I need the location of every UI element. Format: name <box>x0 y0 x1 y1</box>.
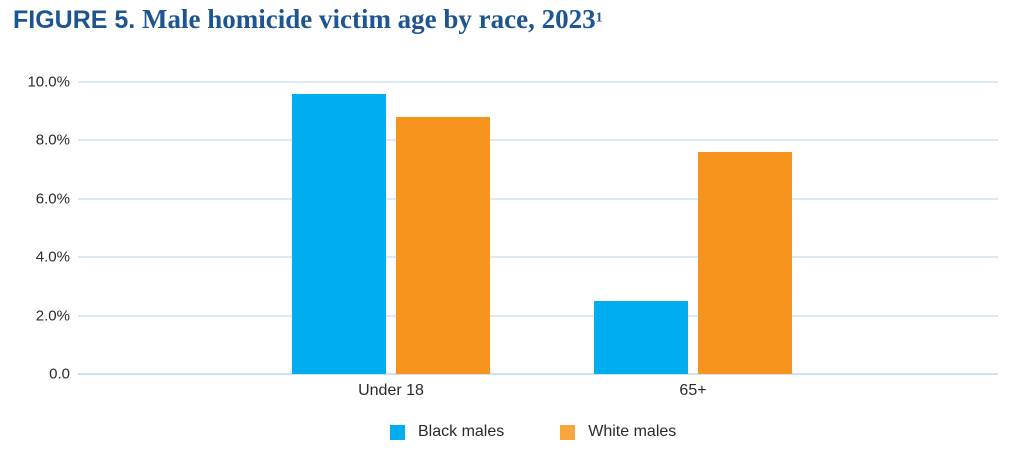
x-axis-category-labels: Under 18 65+ <box>78 382 998 404</box>
bar-white-males-65+ <box>698 152 792 374</box>
bar-black-males-65+ <box>594 301 688 374</box>
gridline-8pct <box>78 139 998 142</box>
bar-white-males-under-18 <box>396 117 490 374</box>
gridline-6pct <box>78 197 998 200</box>
y-axis-tick-labels: 10.0% 8.0% 6.0% 4.0% 2.0% 0.0 <box>8 74 70 383</box>
chart-title: FIGURE 5. Male homicide victim age by ra… <box>13 4 603 35</box>
chart-legend: Black males White males <box>390 423 676 441</box>
y-tick-label: 8.0% <box>35 131 70 149</box>
legend-label-white-males: White males <box>588 423 677 440</box>
gridline-2pct <box>78 314 998 317</box>
y-tick-label: 4.0% <box>35 248 70 266</box>
x-label-under-18: Under 18 <box>358 382 424 399</box>
y-tick-label: 2.0% <box>35 307 70 325</box>
legend-swatch-black-males <box>390 424 405 440</box>
legend-swatch-white-males <box>560 424 576 440</box>
plot-area <box>78 81 998 375</box>
gridline-10pct <box>78 81 998 83</box>
y-tick-label: 10.0% <box>27 73 70 91</box>
legend-item-black-males: Black males <box>390 423 504 441</box>
legend-label-black-males: Black males <box>418 423 505 440</box>
bar-black-males-under-18 <box>292 94 386 374</box>
gridline-4pct <box>78 256 998 259</box>
y-tick-label: 6.0% <box>35 190 70 208</box>
y-tick-label: 0.0 <box>49 365 70 383</box>
legend-item-white-males: White males <box>560 423 676 441</box>
chart-title-main: Male homicide victim age by race, 2023 <box>135 4 596 34</box>
chart-title-prefix: FIGURE 5. <box>13 6 136 34</box>
x-label-65+: 65+ <box>679 382 707 399</box>
chart-title-footnote-marker: 1 <box>595 10 603 26</box>
gridline-0pct <box>78 373 998 375</box>
